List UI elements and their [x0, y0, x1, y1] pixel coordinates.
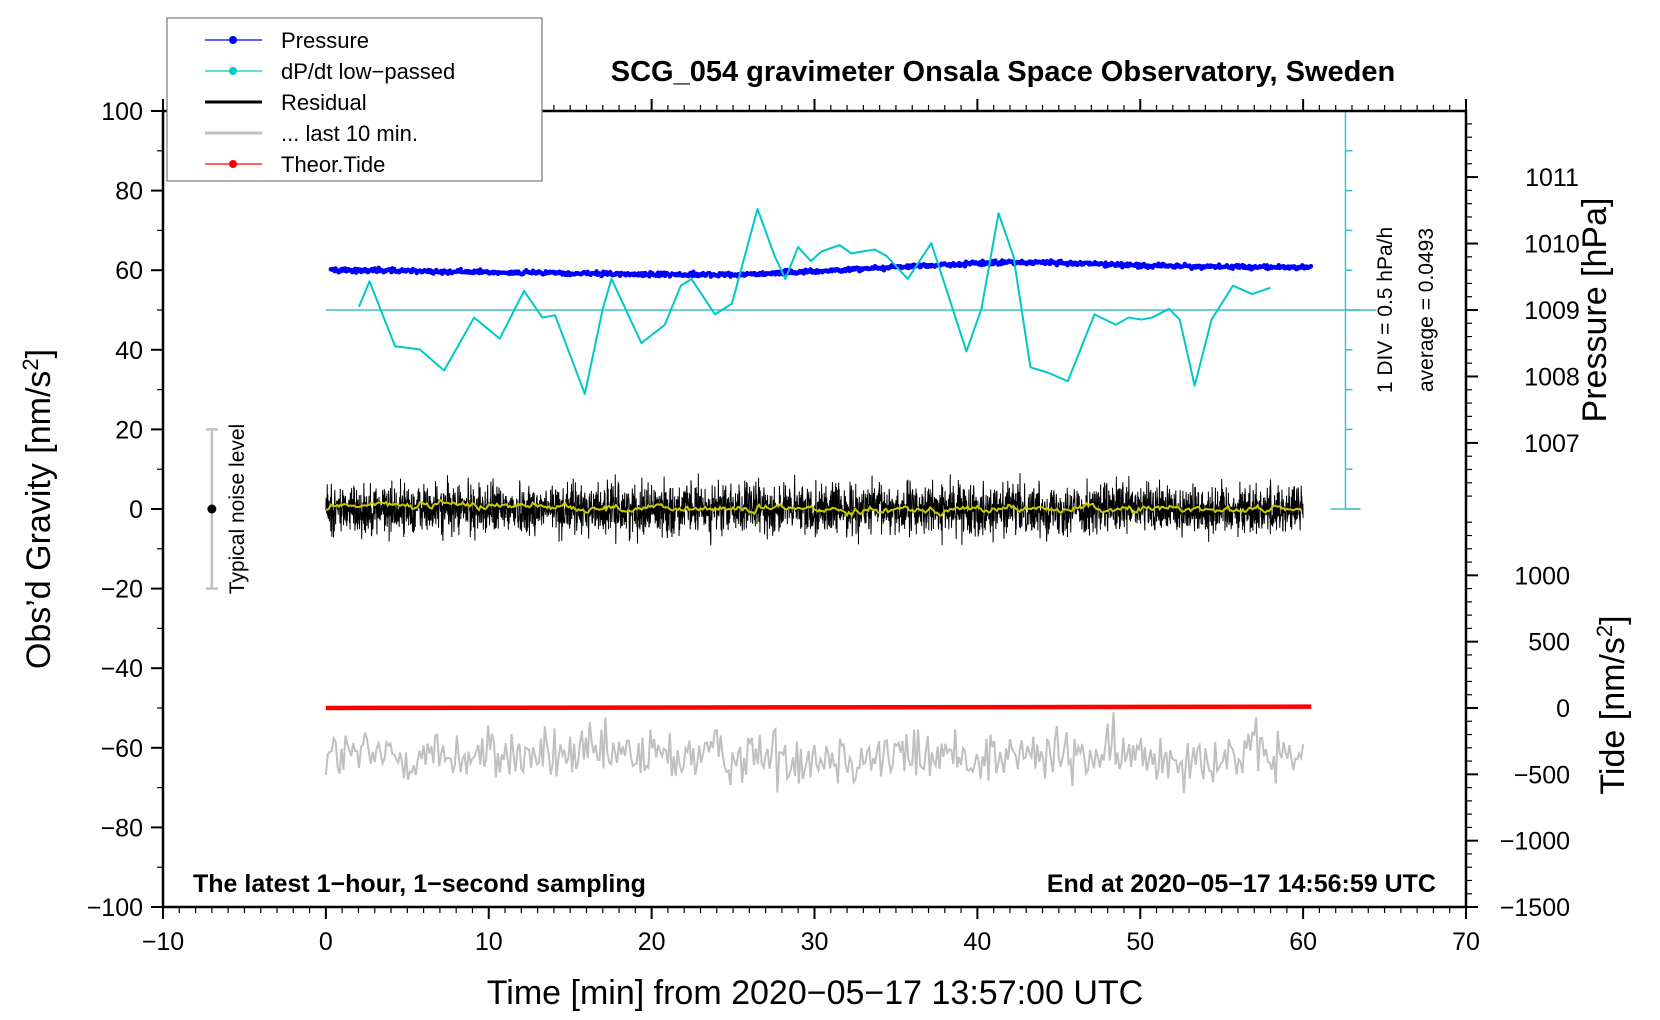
- legend-label: Pressure: [281, 28, 369, 53]
- legend-swatch-dot: [229, 67, 237, 75]
- y-tick-label-left: 80: [115, 178, 143, 206]
- tide-tick-label: 1000: [1514, 562, 1570, 590]
- y-axis-label-left-text: Obs’d Gravity [nm/s: [20, 371, 58, 670]
- legend-label: dP/dt low−passed: [281, 59, 455, 84]
- legend-label: Residual: [281, 90, 367, 115]
- y-axis-label-tide: Tide [nm/s2]: [1592, 615, 1632, 794]
- pressure-tick-label: 1008: [1524, 363, 1580, 391]
- pressure-point: [1308, 263, 1314, 269]
- y-axis-label-left: Obs’d Gravity [nm/s2]: [18, 349, 58, 669]
- y-axis-label-tide-end: ]: [1594, 615, 1632, 624]
- y-tick-label-left: 20: [115, 416, 143, 444]
- annotation-left: The latest 1−hour, 1−second sampling: [193, 870, 646, 898]
- y-tick-label-left: 60: [115, 257, 143, 285]
- x-tick-label: 70: [1452, 928, 1480, 956]
- tide-tick-label: −1500: [1500, 894, 1570, 922]
- y-axis-label-tide-text: Tide [nm/s: [1594, 637, 1632, 794]
- legend-label: Theor.Tide: [281, 152, 385, 177]
- legend-swatch-dot: [229, 160, 237, 168]
- x-tick-label: 60: [1289, 928, 1317, 956]
- ticks-layer: −10 0 10 20 30 40 50 60 70100806040200−20−40−60−…: [87, 98, 1580, 956]
- x-tick-label: 10: [475, 928, 503, 956]
- x-tick-label: 0: [319, 928, 333, 956]
- x-tick-label: 30: [801, 928, 829, 956]
- pressure-tick-label: 1010: [1524, 231, 1580, 259]
- y-axis-label-left-sup: 2: [18, 358, 43, 370]
- y-tick-label-left: 100: [101, 98, 143, 126]
- y-tick-label-left: −80: [101, 814, 143, 842]
- series-residual-line: [325, 473, 1304, 546]
- tide-tick-label: −500: [1514, 761, 1570, 789]
- legend-box: [166, 17, 543, 182]
- noise-level-label: Typical noise level: [226, 424, 249, 594]
- chart-title: SCG_054 gravimeter Onsala Space Observat…: [611, 56, 1395, 88]
- dpdt-average-label: average = 0.0493: [1415, 228, 1438, 392]
- pressure-tick-label: 1009: [1524, 297, 1580, 325]
- y-axis-label-left-end: ]: [20, 349, 58, 358]
- noise-bar-center-dot: [207, 504, 217, 514]
- legend-label: ... last 10 min.: [281, 121, 418, 146]
- legend-swatch-dot: [229, 36, 237, 44]
- series-last-10-min-line: [324, 712, 1305, 794]
- y-tick-label-left: −60: [101, 735, 143, 763]
- x-tick-label: 20: [638, 928, 666, 956]
- y-axis-label-tide-sup: 2: [1592, 625, 1617, 637]
- dpdt-scale-label: 1 DIV = 0.5 hPa/h: [1374, 227, 1397, 393]
- series-dpdt-line: [358, 207, 1271, 395]
- series-residual-smoothed-line: [325, 498, 1303, 518]
- x-axis-label: Time [min] from 2020−05−17 13:57:00 UTC: [487, 974, 1143, 1012]
- tide-tick-label: −1000: [1500, 828, 1570, 856]
- y-tick-label-left: −20: [101, 576, 143, 604]
- pressure-tick-label: 1007: [1524, 430, 1580, 458]
- legend-entries: Pressure dP/dt low−passed Residual ... last…: [205, 28, 455, 177]
- x-tick-label: 40: [963, 928, 991, 956]
- annotation-right: End at 2020−05−17 14:56:59 UTC: [1047, 870, 1436, 898]
- y-tick-label-left: 40: [115, 337, 143, 365]
- tide-tick-label: 0: [1556, 695, 1570, 723]
- pressure-tick-label: 1011: [1525, 164, 1579, 192]
- series-layer: [205, 110, 1377, 794]
- y-tick-label-left: −100: [87, 894, 143, 922]
- legend: Pressure dP/dt low−passed Residual ... last…: [166, 17, 543, 182]
- series-theor-tide-line: [325, 704, 1312, 711]
- x-tick-label: 50: [1126, 928, 1154, 956]
- y-tick-label-left: −40: [101, 655, 143, 683]
- series-pressure: [328, 258, 1314, 279]
- tide-tick-label: 500: [1528, 629, 1570, 657]
- y-axis-label-pressure: Pressure [hPa]: [1576, 198, 1614, 423]
- x-tick-label: −10: [142, 928, 184, 956]
- y-tick-label-left: 0: [129, 496, 143, 524]
